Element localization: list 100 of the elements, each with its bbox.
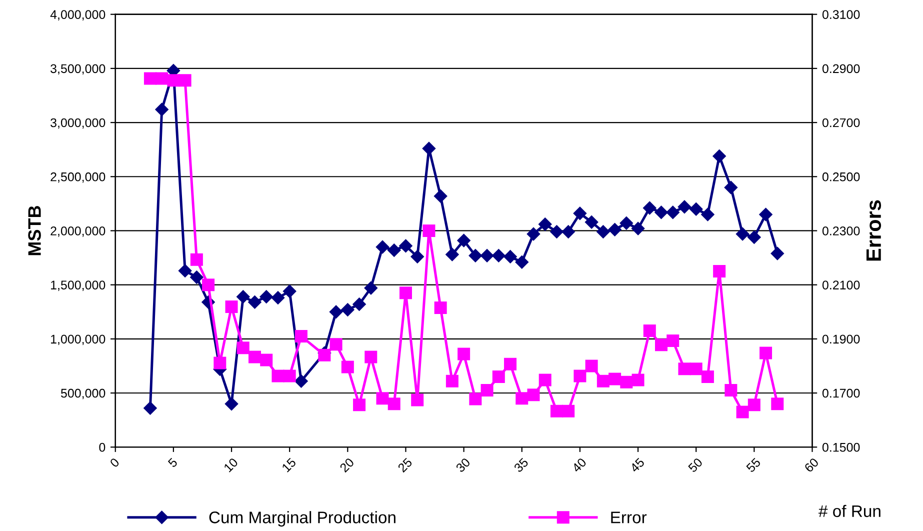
point	[585, 360, 598, 372]
point	[294, 330, 308, 342]
point	[283, 284, 296, 298]
point	[341, 360, 354, 374]
point	[480, 249, 494, 262]
point	[573, 206, 587, 220]
y-tick-label: 3,500,000	[50, 64, 106, 75]
point	[760, 346, 772, 360]
y-tick-label: 500,000	[60, 388, 106, 400]
y2-tick-label: 0.1700	[822, 388, 860, 398]
point	[492, 249, 506, 262]
point	[480, 384, 494, 397]
x-axis-title: # of Run	[818, 504, 880, 518]
point	[608, 372, 622, 386]
point	[271, 291, 285, 304]
y-tick-label: 1,000,000	[51, 334, 106, 346]
point	[411, 394, 424, 406]
point	[678, 362, 691, 376]
point	[318, 348, 331, 362]
point	[771, 398, 784, 410]
point	[283, 370, 296, 382]
point	[550, 225, 564, 238]
point	[178, 264, 192, 278]
point	[596, 225, 610, 238]
point	[736, 406, 749, 418]
point	[248, 350, 261, 364]
point	[562, 225, 575, 238]
point	[330, 338, 342, 351]
point	[724, 180, 738, 194]
point	[341, 303, 354, 316]
point	[446, 248, 459, 262]
y2-tick-label: 0.2900	[822, 64, 860, 74]
point	[690, 202, 703, 216]
point	[713, 265, 726, 278]
point	[562, 404, 575, 418]
point	[260, 290, 273, 304]
point	[248, 296, 262, 309]
point	[236, 342, 250, 354]
point	[446, 374, 458, 388]
point	[504, 358, 517, 370]
y2-tick-label: 0.1500	[822, 442, 860, 452]
point	[388, 244, 401, 257]
x-tick-label: 15	[282, 458, 297, 472]
y-tick-label: 1,500,000	[51, 280, 106, 291]
point	[690, 362, 702, 376]
point	[492, 370, 505, 384]
point	[724, 384, 738, 397]
point	[596, 374, 610, 388]
point	[458, 348, 470, 360]
point	[712, 149, 726, 163]
point	[144, 402, 157, 415]
point	[574, 370, 586, 382]
point	[527, 388, 540, 402]
point	[631, 222, 645, 236]
point	[701, 370, 714, 384]
point	[701, 208, 714, 222]
point	[422, 142, 436, 156]
point	[376, 392, 389, 405]
y-tick-label: 2,500,000	[50, 172, 106, 183]
point	[538, 374, 552, 386]
point	[468, 249, 482, 262]
point	[666, 334, 680, 348]
y2-tick-label: 0.1900	[822, 334, 860, 344]
point	[353, 398, 366, 412]
point	[178, 74, 192, 87]
point	[272, 370, 284, 382]
point	[515, 256, 528, 269]
x-tick-label: 45	[630, 458, 645, 473]
point	[469, 392, 482, 406]
y-tick-label: 3,000,000	[50, 118, 106, 129]
point	[434, 302, 447, 314]
point	[632, 374, 644, 386]
y-axis-title: MSTB	[28, 206, 41, 256]
x-tick-label: 20	[339, 457, 355, 473]
x-tick-label: 25	[397, 457, 413, 473]
x-tick-label: 40	[571, 457, 587, 473]
point	[748, 398, 760, 412]
point	[620, 376, 633, 388]
x-tick-label: 60	[804, 457, 820, 473]
x-tick-label: 50	[688, 457, 704, 473]
point	[294, 374, 308, 388]
point	[410, 250, 424, 264]
point	[364, 350, 378, 364]
point	[770, 246, 784, 260]
y2-tick-label: 0.2100	[822, 280, 860, 290]
point	[388, 398, 400, 410]
point	[748, 230, 761, 244]
point	[655, 338, 668, 352]
y2-tick-label: 0.3100	[822, 10, 860, 19]
point	[620, 216, 633, 230]
point	[155, 102, 168, 116]
y-tick-label: 0	[99, 442, 106, 452]
point	[736, 227, 750, 241]
y2-tick-label: 0.2700	[822, 118, 860, 128]
point	[352, 298, 366, 311]
point	[526, 227, 540, 241]
point	[214, 356, 226, 370]
point	[376, 240, 390, 254]
x-tick-label: 55	[746, 458, 762, 473]
y2-axis-title: Errors	[866, 200, 882, 261]
